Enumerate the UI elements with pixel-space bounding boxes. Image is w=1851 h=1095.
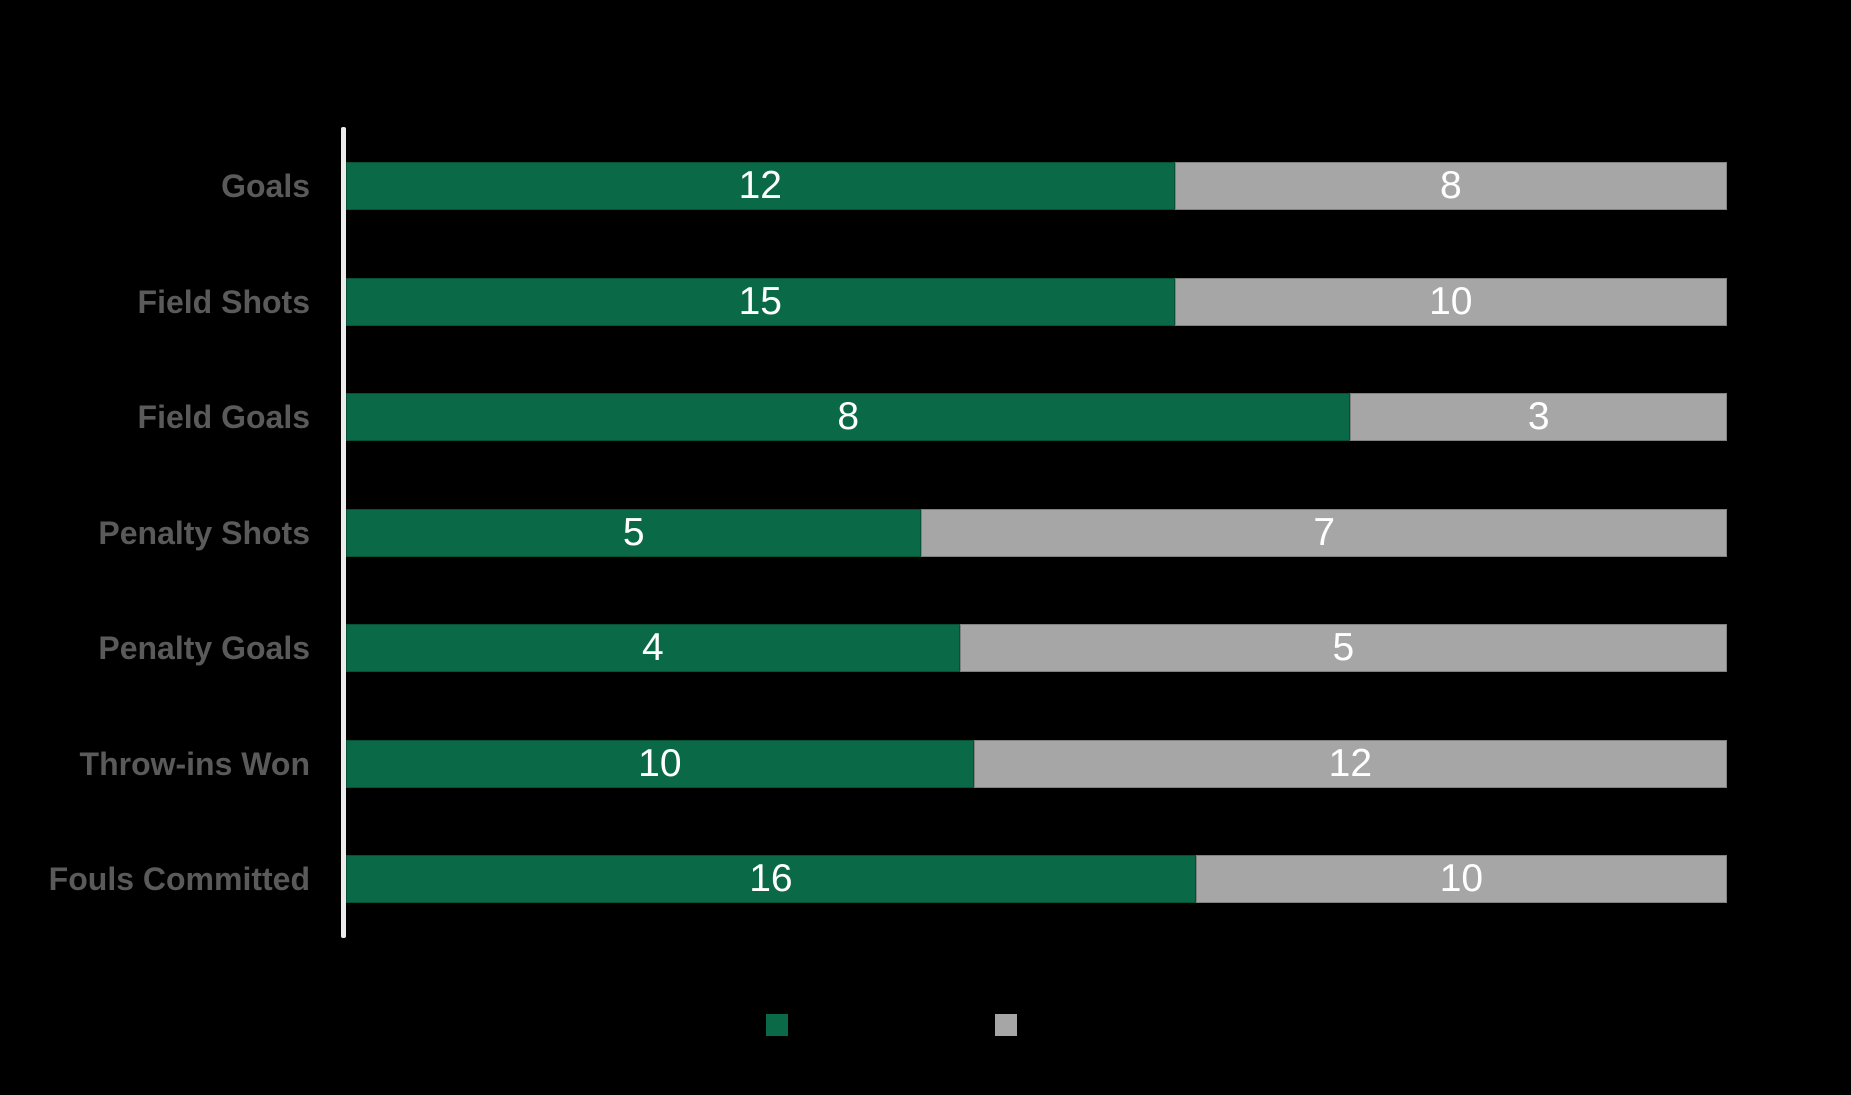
y-axis-line [341,127,346,938]
bar-segment-series-1-green: 5 [346,509,922,557]
bar-segment-series-1-green: 8 [346,393,1351,441]
category-label: Penalty Goals [98,630,310,666]
bar-segment-series-2-gray: 12 [973,740,1727,788]
value-label: 12 [1328,742,1373,785]
legend-swatch-series-1 [766,1014,788,1036]
bar-row: 10 12 [346,740,1727,788]
bar-segment-series-1-green: 12 [346,162,1175,210]
value-label: 16 [749,857,793,900]
value-label: 8 [1439,164,1462,207]
value-label: 4 [642,626,664,669]
value-label: 3 [1527,395,1550,438]
bar-row: 15 10 [346,278,1727,326]
bar-segment-series-1-green: 4 [346,624,960,672]
category-label: Goals [221,168,310,204]
bar-segment-series-1-green: 16 [346,855,1196,903]
value-label: 10 [1429,280,1473,323]
bar-row: 12 8 [346,162,1727,210]
value-label: 10 [638,742,682,785]
bar-segment-series-2-gray: 7 [921,509,1727,557]
bar-segment-series-1-green: 15 [346,278,1175,326]
value-label: 15 [738,280,782,323]
value-label: 12 [738,164,782,207]
bar-segment-series-2-gray: 10 [1195,855,1727,903]
bar-segment-series-2-gray: 8 [1174,162,1727,210]
category-label: Fouls Committed [48,861,310,897]
bar-segment-series-1-green: 10 [346,740,974,788]
bar-segment-series-2-gray: 5 [959,624,1727,672]
category-label: Throw-ins Won [79,746,310,782]
bar-segment-series-2-gray: 10 [1174,278,1727,326]
category-label: Penalty Shots [98,515,310,551]
legend-swatch-series-2 [995,1014,1017,1036]
value-label: 5 [622,511,645,554]
value-label: 8 [837,395,860,438]
value-label: 5 [1332,626,1355,669]
value-label: 10 [1439,857,1484,900]
bar-row: 16 10 [346,855,1727,903]
category-label: Field Goals [137,399,310,435]
bar-segment-series-2-gray: 3 [1350,393,1727,441]
category-label: Field Shots [137,284,310,320]
value-label: 7 [1313,511,1336,554]
